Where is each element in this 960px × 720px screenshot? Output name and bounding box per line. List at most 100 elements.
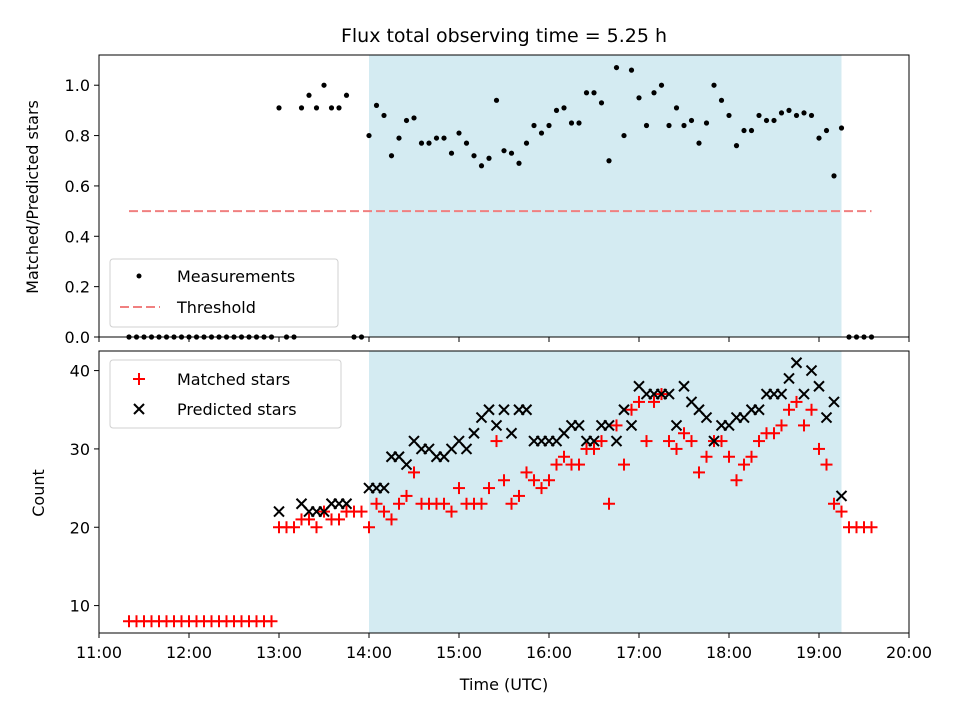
measurement-point [456, 130, 462, 136]
measurement-point [516, 160, 522, 166]
measurement-point [621, 132, 627, 139]
x-tick-label: 13:00 [256, 643, 302, 662]
measurement-point [711, 82, 717, 88]
predicted-star-point [483, 404, 495, 416]
measurement-point [748, 127, 755, 134]
matched-star-point [648, 395, 660, 408]
matched-star-point [595, 435, 608, 448]
measurement-point [591, 90, 597, 96]
x-axis-label: Time (UTC) [459, 675, 548, 694]
bottom-legend-box [109, 359, 342, 429]
measurement-point [306, 92, 312, 98]
legend-predicted-stars: Predicted stars [177, 400, 297, 419]
predicted-star-point [400, 458, 413, 471]
measurement-point [666, 122, 672, 129]
measurement-point [418, 140, 425, 146]
measurement-point [681, 122, 687, 129]
matched-star-point [400, 489, 413, 502]
measurement-point [426, 140, 432, 146]
matched-star-point [798, 419, 810, 432]
predicted-star-point [820, 411, 833, 424]
predicted-star-point [378, 482, 390, 494]
matched-star-point [265, 615, 278, 628]
measurement-point [523, 140, 530, 146]
predicted-star-point [828, 396, 840, 408]
measurement-point [696, 140, 702, 146]
predicted-star-point [813, 380, 825, 392]
predicted-star-point [835, 490, 848, 502]
matched-star-point [573, 458, 585, 471]
matched-star-point [303, 513, 315, 526]
measurement-point [786, 107, 792, 113]
measurement-point [726, 112, 732, 119]
measurement-point [381, 112, 387, 119]
measurement-point [463, 140, 470, 146]
matched-star-point [723, 450, 735, 463]
predicted-star-point [663, 388, 675, 400]
bottom-span-highlight [369, 351, 842, 633]
predicted-star-point [790, 357, 803, 369]
predicted-star-point [520, 404, 533, 416]
matched-star-point [550, 458, 563, 471]
matched-star-point [768, 427, 780, 440]
measurement-point [651, 90, 657, 96]
top-y-tick-label: 0.4 [65, 227, 90, 246]
measurement-point [771, 117, 777, 124]
matched-star-point [355, 505, 368, 518]
bottom-legend: Matched stars Predicted stars [109, 359, 342, 429]
measurement-point [808, 112, 815, 119]
matched-star-point [393, 497, 405, 510]
legend-dot-icon [136, 273, 142, 279]
bottom-axes-frame [98, 350, 910, 634]
matched-star-point [685, 435, 698, 448]
x-tick-label: 16:00 [526, 643, 572, 662]
bottom-y-tick-label: 30 [70, 440, 90, 459]
top-legend: Measurements Threshold [109, 258, 339, 328]
measurement-point [366, 132, 372, 139]
measurement-point [628, 67, 635, 73]
bottom-y-axis-label: Count [29, 469, 48, 517]
top-legend-box [109, 258, 339, 328]
legend-measurements: Measurements [177, 267, 295, 286]
matched-star-point [520, 466, 533, 479]
measurement-point [733, 143, 740, 149]
top-y-tick-label: 0.0 [65, 328, 90, 347]
measurement-point [793, 112, 800, 119]
measurement-point [756, 112, 762, 119]
measurement-point [553, 107, 560, 113]
x-tick-label: 20:00 [886, 643, 932, 662]
predicted-star-point [460, 443, 473, 455]
bottom-y-tick-label: 10 [70, 597, 90, 616]
matched-star-point [333, 513, 345, 526]
matched-star-point [490, 435, 503, 448]
x-tick-label: 11:00 [76, 643, 122, 662]
measurement-point [763, 117, 770, 124]
matched-star-point [670, 442, 683, 455]
predicted-star-point [753, 404, 765, 416]
matched-star-point [678, 427, 690, 440]
matched-star-point [640, 435, 653, 448]
x-tick-label: 12:00 [166, 643, 212, 662]
x-tick-label: 14:00 [346, 643, 392, 662]
predicted-star-point [505, 427, 518, 439]
matched-star-point [738, 458, 750, 471]
predicted-star-point [588, 435, 600, 447]
matched-star-point [693, 466, 705, 479]
measurement-point [583, 90, 590, 96]
measurement-point [493, 97, 500, 103]
measurement-point [328, 105, 335, 111]
measurement-point [561, 105, 567, 111]
measurement-point [816, 135, 822, 141]
matched-star-point [558, 450, 570, 463]
matched-star-point [828, 497, 840, 510]
predicted-star-point [618, 404, 630, 416]
measurement-point [643, 122, 650, 129]
matched-star-point [753, 435, 765, 448]
top-y-tick-label: 0.2 [65, 278, 90, 297]
measurement-point [673, 105, 680, 111]
predicted-star-point [783, 372, 795, 385]
measurement-point [403, 117, 410, 124]
legend-threshold: Threshold [176, 298, 256, 317]
measurement-point [703, 120, 710, 126]
matched-star-point [310, 521, 323, 534]
